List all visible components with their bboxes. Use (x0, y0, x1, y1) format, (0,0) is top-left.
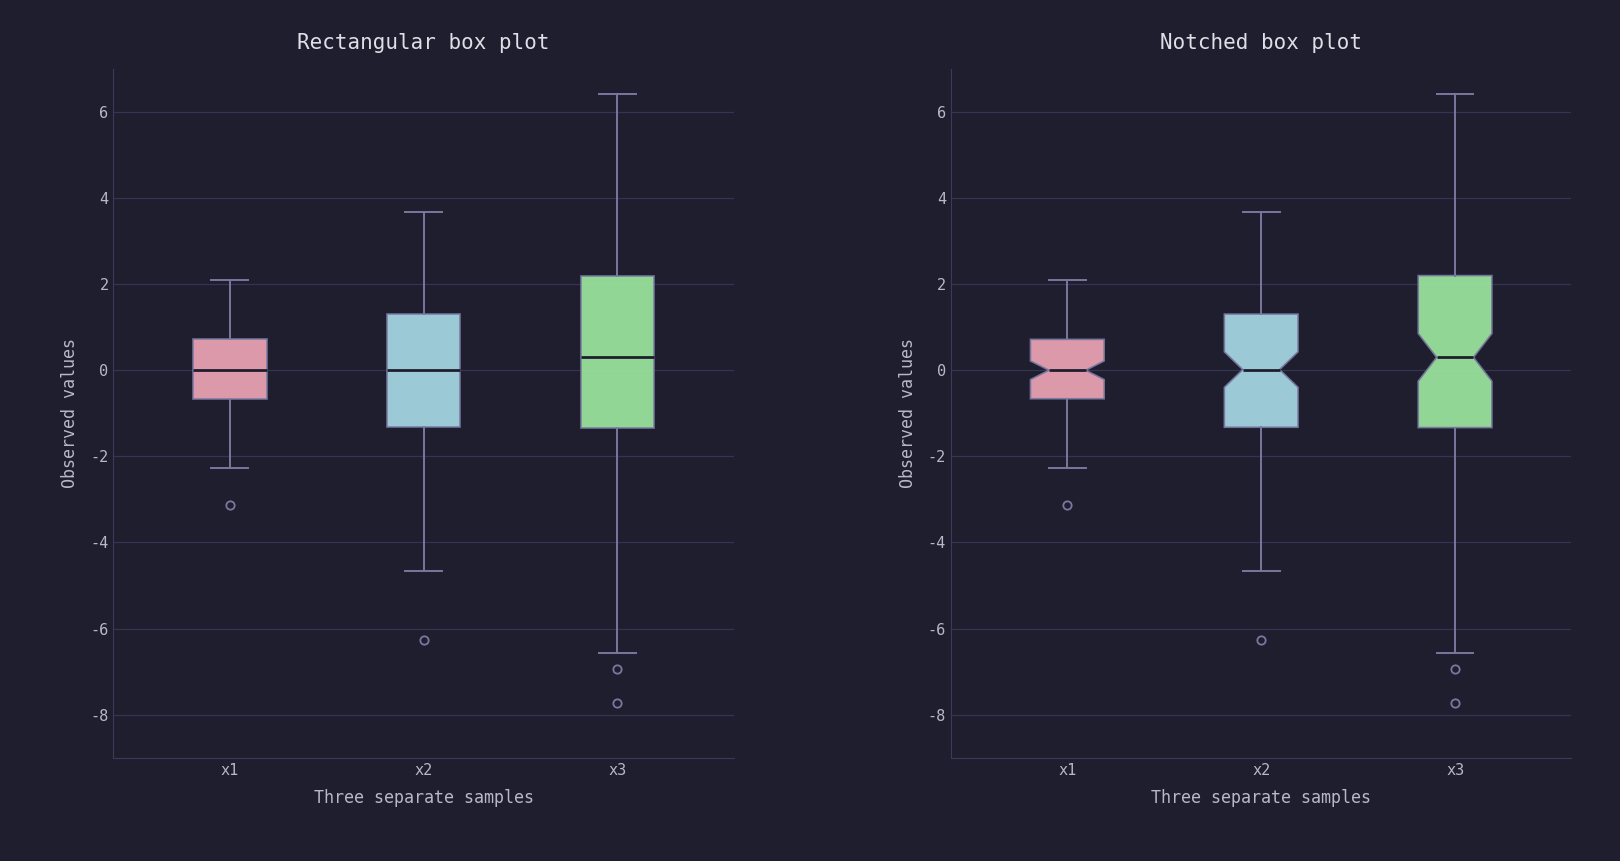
Y-axis label: Observed values: Observed values (62, 338, 79, 488)
Title: Rectangular box plot: Rectangular box plot (298, 34, 549, 53)
X-axis label: Three separate samples: Three separate samples (314, 789, 533, 807)
PathPatch shape (1225, 314, 1298, 427)
PathPatch shape (1418, 276, 1492, 428)
Y-axis label: Observed values: Observed values (899, 338, 917, 488)
PathPatch shape (387, 314, 460, 427)
PathPatch shape (1030, 339, 1105, 399)
X-axis label: Three separate samples: Three separate samples (1152, 789, 1371, 807)
PathPatch shape (580, 276, 654, 428)
PathPatch shape (193, 339, 267, 399)
Title: Notched box plot: Notched box plot (1160, 34, 1362, 53)
